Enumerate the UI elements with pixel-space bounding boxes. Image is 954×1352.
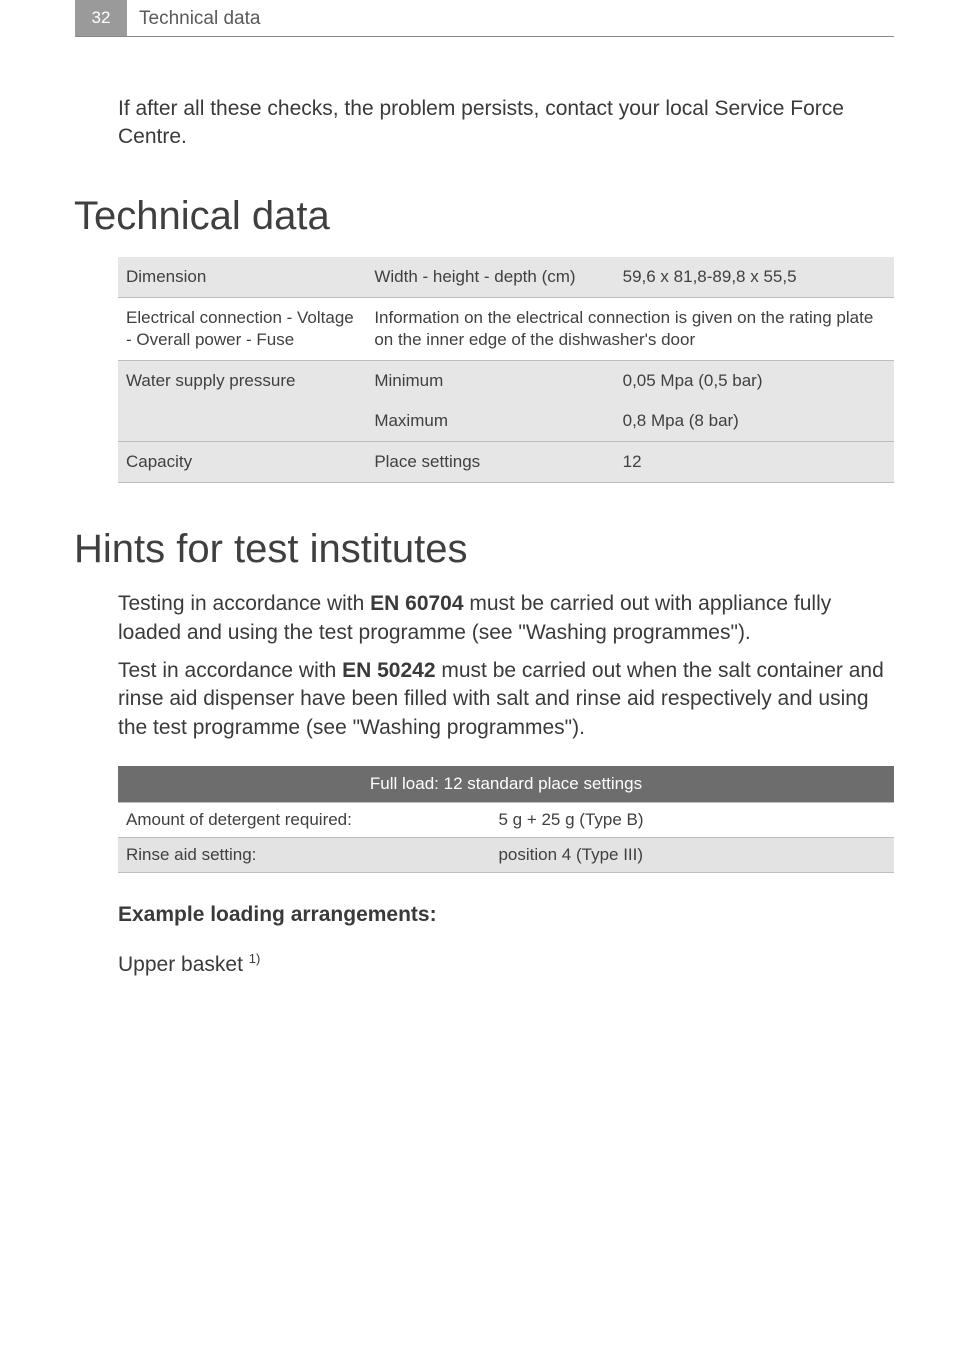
hints-heading: Hints for test institutes [74, 527, 894, 572]
cell-rinse-value: position 4 (Type III) [490, 837, 894, 872]
cell-water-max-label: Maximum [366, 401, 614, 442]
p2-pre: Test in accordance with [118, 659, 342, 682]
cell-water-min-label: Minimum [366, 360, 614, 401]
page-body: If after all these checks, the problem p… [0, 37, 954, 977]
p2-bold: EN 50242 [342, 659, 435, 682]
table-row: Electrical connection - Voltage - Overal… [118, 297, 894, 360]
full-load-table: Full load: 12 standard place settings Am… [118, 766, 894, 873]
intro-paragraph: If after all these checks, the problem p… [118, 95, 894, 152]
hints-paragraph-1: Testing in accordance with EN 60704 must… [118, 590, 894, 647]
p1-bold: EN 60704 [370, 592, 463, 615]
cell-capacity-label: Capacity [118, 442, 366, 483]
upper-basket-label: Upper basket 1) [118, 951, 894, 977]
technical-data-heading: Technical data [74, 194, 894, 239]
cell-capacity-value: 12 [615, 442, 894, 483]
page-number: 32 [92, 8, 111, 28]
cell-detergent-label: Amount of detergent required: [118, 802, 490, 837]
cell-rinse-label: Rinse aid setting: [118, 837, 490, 872]
cell-water-max-value: 0,8 Mpa (8 bar) [615, 401, 894, 442]
cell-water-min-value: 0,05 Mpa (0,5 bar) [615, 360, 894, 401]
table-row: Capacity Place settings 12 [118, 442, 894, 483]
table-row: Rinse aid setting: position 4 (Type III) [118, 837, 894, 872]
upper-basket-footnote: 1) [249, 951, 261, 966]
example-loading-subhead: Example loading arrangements: [118, 903, 894, 927]
hints-paragraph-2: Test in accordance with EN 50242 must be… [118, 657, 894, 742]
cell-electrical-label: Electrical connection - Voltage - Overal… [118, 297, 366, 360]
page-header: 32 Technical data [75, 0, 894, 37]
cell-dimension-value: 59,6 x 81,8-89,8 x 55,5 [615, 257, 894, 298]
technical-data-table: Dimension Width - height - depth (cm) 59… [118, 257, 894, 484]
table-header-row: Full load: 12 standard place settings [118, 766, 894, 803]
page-number-box: 32 [75, 0, 127, 36]
cell-detergent-value: 5 g + 25 g (Type B) [490, 802, 894, 837]
table-row: Amount of detergent required: 5 g + 25 g… [118, 802, 894, 837]
cell-electrical-value: Information on the electrical connection… [366, 297, 894, 360]
cell-dimension-desc: Width - height - depth (cm) [366, 257, 614, 298]
upper-basket-text: Upper basket [118, 953, 249, 976]
table-row: Dimension Width - height - depth (cm) 59… [118, 257, 894, 298]
cell-capacity-desc: Place settings [366, 442, 614, 483]
p1-pre: Testing in accordance with [118, 592, 370, 615]
full-load-header: Full load: 12 standard place settings [118, 766, 894, 803]
page: 32 Technical data If after all these che… [0, 0, 954, 977]
cell-dimension-label: Dimension [118, 257, 366, 298]
header-title: Technical data [127, 0, 272, 36]
table-row: Water supply pressure Minimum 0,05 Mpa (… [118, 360, 894, 401]
cell-water-label: Water supply pressure [118, 360, 366, 441]
